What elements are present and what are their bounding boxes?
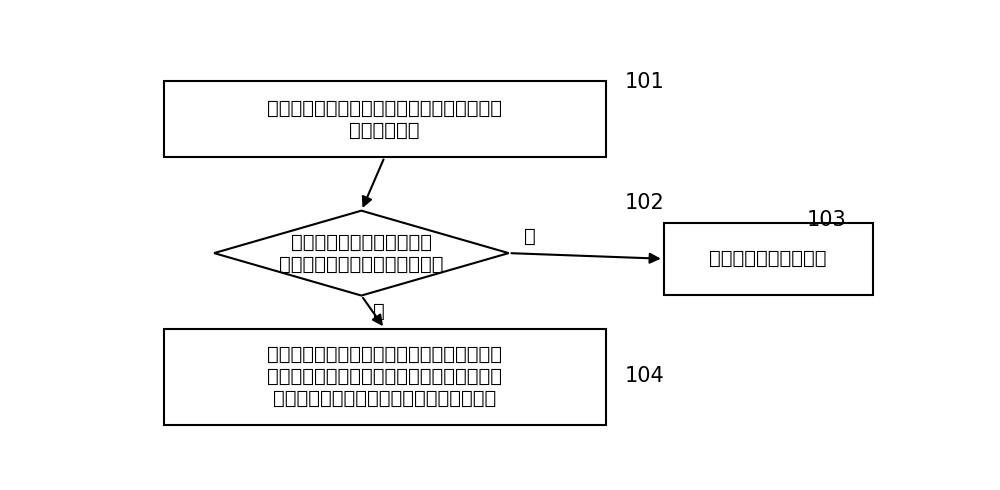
Text: 103: 103 (807, 210, 847, 230)
Bar (164, 81, 606, 157)
Text: 确定节点当前工作状态，工作状态包括发送状
态和接收状态: 确定节点当前工作状态，工作状态包括发送状 态和接收状态 (267, 98, 502, 140)
Bar (664, 223, 873, 294)
Bar (164, 329, 606, 425)
Polygon shape (214, 211, 509, 295)
Text: 102: 102 (625, 193, 665, 213)
Text: 101: 101 (625, 72, 665, 92)
Text: 节点在回路中继续充电: 节点在回路中继续充电 (710, 249, 827, 268)
Text: 唤醒节点，当节点工作状态为接收状态时，在
预设接收时隙接收数据包；当节点工作状态为
发送状态时，在预设发送时隙发送数据包。: 唤醒节点，当节点工作状态为接收状态时，在 预设接收时隙接收数据包；当节点工作状态… (267, 345, 502, 408)
Text: 否: 否 (524, 226, 536, 245)
Text: 根据节点当前工作状态判断
节点剩余电量是否满足能耗需求: 根据节点当前工作状态判断 节点剩余电量是否满足能耗需求 (279, 233, 444, 273)
Text: 是: 是 (373, 302, 385, 321)
Text: 104: 104 (625, 367, 665, 386)
